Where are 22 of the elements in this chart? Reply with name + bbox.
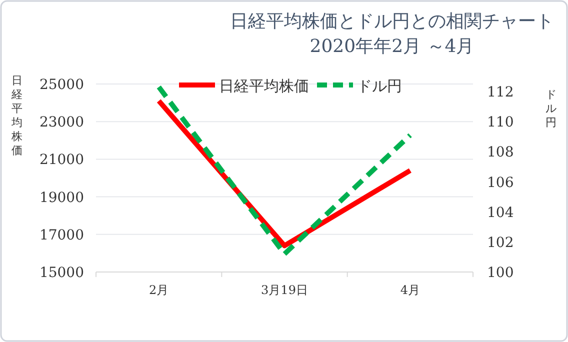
y-tick-label: 25000 xyxy=(39,77,84,93)
legend-label: 日経平均株価 xyxy=(219,77,309,95)
chart-title: 日経平均株価とドル円との相関チャート xyxy=(230,11,554,32)
legend-label: ドル円 xyxy=(357,77,402,95)
y2-tick-label: 106 xyxy=(487,174,514,191)
y-tick-label: 15000 xyxy=(39,265,84,281)
y2-tick-label: 108 xyxy=(487,144,514,161)
y2-tick-label: 104 xyxy=(487,204,514,221)
y-tick-label: 19000 xyxy=(39,190,84,206)
y2-tick-label: 110 xyxy=(487,114,514,131)
y2-tick-label: 102 xyxy=(487,234,514,251)
y2-tick-label: 100 xyxy=(487,265,514,281)
x-tick-label: 3月19日 xyxy=(261,283,308,297)
y-tick-label: 23000 xyxy=(39,114,84,131)
y2-tick-label: 112 xyxy=(487,84,514,101)
y-axis-title: 日経平均株価 xyxy=(10,74,22,157)
y2-axis-title: ドル円 xyxy=(546,88,556,129)
y-tick-label: 21000 xyxy=(39,152,84,168)
chart-subtitle: 2020年年2月 ～4月 xyxy=(310,36,474,57)
y-tick-label: 17000 xyxy=(39,227,84,244)
x-tick-label: 2月 xyxy=(149,283,169,297)
x-tick-label: 4月 xyxy=(400,283,420,297)
